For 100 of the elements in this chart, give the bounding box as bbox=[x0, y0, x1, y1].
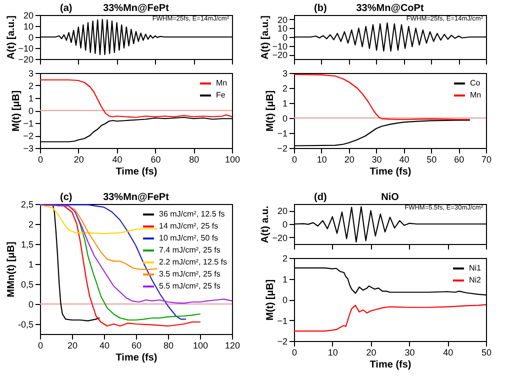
y-tick-label: 20 bbox=[23, 10, 34, 20]
text: (d) bbox=[314, 192, 327, 203]
y-tick-label: −2 bbox=[277, 336, 288, 346]
x-tick-label: 20 bbox=[366, 348, 376, 358]
y-tick-label: 0 bbox=[28, 106, 34, 116]
chart-title: 33%Mn@FePt bbox=[103, 3, 170, 14]
legend-label: Ni1 bbox=[469, 264, 482, 272]
legend-label: 5.5 mJ/cm², 25 fs bbox=[159, 282, 220, 290]
y-tick-label: 0 bbox=[282, 32, 288, 42]
text: (c) bbox=[60, 192, 72, 203]
x-axis-title: Time (fs) bbox=[370, 360, 412, 370]
y-tick-label: 10 bbox=[277, 24, 288, 34]
y-tick-label: −3 bbox=[23, 144, 34, 154]
x-tick-label: 20 bbox=[67, 340, 78, 350]
y-tick-label: 20 bbox=[277, 206, 288, 216]
y-tick-label: 0 bbox=[282, 114, 288, 124]
y-tick-label: −10 bbox=[18, 44, 34, 54]
x-tick-label: 100 bbox=[192, 340, 208, 350]
x-tick-label: 10 bbox=[328, 348, 338, 358]
y-axis-title: A(t) [a.u.] bbox=[6, 16, 18, 60]
legend-label: 7.4 mJ/cm², 25 fs bbox=[159, 246, 220, 254]
y-axis-title: A(t) a.u. bbox=[260, 206, 272, 244]
x-tick-label: 0 bbox=[292, 348, 298, 358]
y-tick-label: 0 bbox=[282, 295, 288, 305]
x-tick-label: 40 bbox=[443, 348, 454, 358]
legend-label: 36 mJ/cm², 12.5 fs bbox=[159, 210, 225, 218]
x-tick-label: 30 bbox=[372, 154, 382, 164]
legend-label: 3.5 mJ/cm², 25 fs bbox=[159, 270, 220, 278]
legend-label: 14 mJ/cm², 25 fs bbox=[159, 222, 218, 230]
x-tick-label: 30 bbox=[404, 348, 415, 358]
y-tick-label: −1 bbox=[277, 128, 288, 138]
x-tick-label: 50 bbox=[426, 154, 437, 164]
x-tick-label: 0 bbox=[38, 340, 44, 350]
x-tick-label: 40 bbox=[399, 154, 410, 164]
y-axis-title: M(t) [μB] bbox=[265, 90, 276, 132]
x-tick-label: 20 bbox=[344, 154, 354, 164]
chart-title: NiO bbox=[381, 192, 400, 203]
y-axis-title: MMn(t) [μB] bbox=[6, 242, 17, 298]
y-tick-label: 2 bbox=[282, 84, 288, 94]
x-tick-label: 100 bbox=[224, 154, 240, 164]
y-tick-label: 0,5 bbox=[20, 280, 34, 290]
y-tick-label: −20 bbox=[18, 54, 34, 64]
chart-title: 33%Mn@FePt bbox=[103, 192, 170, 203]
x-tick-label: 20 bbox=[74, 154, 84, 164]
x-axis-title: Time (fs) bbox=[116, 352, 158, 364]
y-tick-label: −2 bbox=[277, 144, 288, 154]
line-series bbox=[40, 79, 232, 118]
y-tick-label: 1 bbox=[282, 98, 288, 108]
y-tick-label: 2 bbox=[28, 81, 34, 91]
x-tick-label: 0 bbox=[292, 154, 298, 164]
x-tick-label: 40 bbox=[99, 340, 110, 350]
line-series bbox=[294, 74, 470, 120]
y-tick-label: 20 bbox=[277, 14, 288, 25]
x-tick-label: 60 bbox=[454, 154, 464, 164]
x-tick-label: 70 bbox=[481, 154, 492, 164]
y-tick-label: 1,5 bbox=[20, 240, 34, 250]
line-series bbox=[40, 204, 232, 304]
legend-label: 10 mJ/cm², 50 fs bbox=[159, 234, 218, 242]
legend-label: Co bbox=[470, 78, 481, 88]
legend-label: Mn bbox=[470, 90, 482, 100]
x-tick-label: 60 bbox=[150, 154, 161, 164]
y-tick-label: 2 bbox=[28, 220, 34, 230]
y-tick-label: −20 bbox=[272, 50, 288, 60]
y-tick-label: 3 bbox=[28, 68, 34, 78]
x-tick-label: 10 bbox=[316, 154, 327, 164]
x-axis-title: Time (fs) bbox=[370, 166, 412, 178]
y-tick-label: 1 bbox=[28, 94, 34, 104]
x-axis-title: Time (fs) bbox=[116, 166, 158, 178]
x-tick-label: 0 bbox=[38, 154, 44, 164]
y-tick-label: 1 bbox=[28, 260, 34, 270]
legend-label: Ni2 bbox=[469, 276, 482, 284]
text: (b) bbox=[314, 3, 327, 14]
y-tick-label: 0 bbox=[28, 32, 34, 42]
legend-label: Fe bbox=[216, 90, 226, 100]
y-tick-label: 2,5 bbox=[20, 200, 34, 210]
legend-label: Mn bbox=[216, 78, 228, 88]
x-tick-label: 50 bbox=[481, 348, 492, 358]
y-tick-label: −1 bbox=[277, 316, 288, 326]
y-tick-label: −2 bbox=[23, 131, 34, 141]
y-axis-title: M(t) [μB] bbox=[11, 90, 22, 132]
line-series bbox=[40, 204, 158, 234]
y-tick-label: 0 bbox=[282, 220, 288, 230]
legend-label: 2.2 mJ/cm², 12.5 fs bbox=[159, 258, 228, 266]
x-tick-label: 120 bbox=[224, 340, 240, 350]
line-series bbox=[294, 304, 486, 332]
y-tick-label: 3 bbox=[282, 68, 288, 78]
y-tick-label: −1 bbox=[23, 118, 34, 128]
chart-title: 33%Mn@CoPt bbox=[356, 3, 424, 14]
y-tick-label: 2 bbox=[282, 254, 288, 264]
y-tick-label: 10 bbox=[23, 22, 34, 32]
y-axis-title: A(t) [a.u.] bbox=[260, 16, 272, 60]
y-tick-label: -0,5 bbox=[18, 320, 34, 330]
x-tick-label: 80 bbox=[163, 340, 174, 350]
y-tick-label: 0 bbox=[28, 300, 34, 310]
y-tick-label: −10 bbox=[272, 41, 288, 52]
x-tick-label: 80 bbox=[189, 154, 200, 164]
y-tick-label: 1 bbox=[282, 274, 288, 284]
x-tick-label: 60 bbox=[131, 340, 142, 350]
y-tick-label: −20 bbox=[272, 232, 288, 243]
text: (a) bbox=[60, 3, 72, 14]
